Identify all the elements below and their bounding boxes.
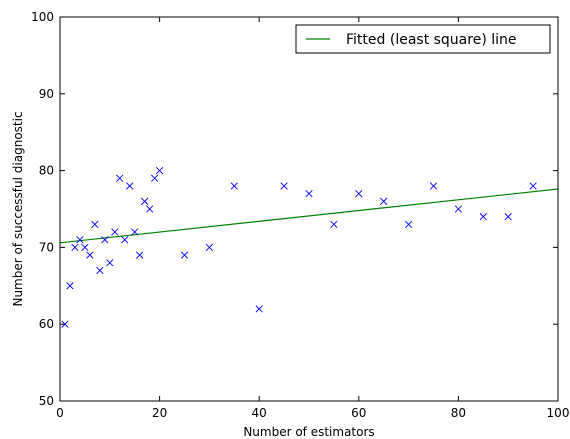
fitted-line: [59, 188, 559, 244]
y-tick-label: 50: [39, 394, 54, 408]
data-point: [205, 243, 214, 252]
data-point: [380, 197, 388, 205]
data-point: [91, 220, 99, 228]
data-point: [71, 243, 79, 252]
x-tick-label: 80: [451, 406, 466, 420]
data-point: [111, 228, 119, 236]
y-axis-label: Number of successful diagnostic: [11, 111, 25, 306]
y-tick-label: 100: [31, 10, 54, 24]
data-point: [151, 174, 159, 182]
data-point: [131, 228, 139, 236]
data-point: [86, 251, 94, 259]
x-tick-label: 20: [152, 406, 167, 420]
data-point: [429, 182, 438, 190]
data-point: [255, 305, 263, 313]
legend: Fitted (least square) line: [295, 24, 551, 54]
y-tick-label: 80: [39, 164, 54, 178]
data-point: [101, 236, 109, 244]
data-point: [76, 236, 84, 244]
data-point: [136, 251, 144, 259]
y-axis-ticks: 50 60 70 80 90 100: [31, 10, 558, 408]
data-point: [155, 166, 164, 175]
data-point: [504, 213, 512, 221]
x-axis-label: Number of estimators: [243, 425, 374, 439]
y-tick-label: 90: [39, 87, 54, 101]
x-tick-label: 100: [547, 406, 570, 420]
data-point: [81, 243, 89, 252]
data-point: [126, 182, 134, 190]
x-axis-ticks: 0 20 40 60 80 100: [56, 17, 569, 420]
data-point: [280, 182, 288, 190]
y-tick-label: 60: [39, 317, 54, 331]
axes-frame: [59, 16, 559, 402]
data-point: [230, 182, 238, 190]
plot-area: [59, 16, 559, 402]
y-tick-label: 70: [39, 240, 54, 254]
data-point: [454, 205, 463, 213]
data-point: [180, 251, 189, 259]
data-point: [146, 205, 154, 213]
data-point: [121, 236, 129, 244]
data-point: [66, 282, 74, 290]
x-tick-label: 0: [56, 406, 64, 420]
data-point: [305, 190, 313, 198]
data-point: [330, 220, 338, 228]
legend-label: Fitted (least square) line: [346, 32, 517, 48]
x-tick-label: 60: [351, 406, 366, 420]
data-point: [404, 220, 413, 228]
data-point: [479, 213, 487, 221]
data-point: [106, 259, 114, 267]
data-point: [355, 190, 363, 198]
data-point: [116, 174, 124, 182]
x-tick-label: 40: [252, 406, 267, 420]
data-point: [141, 197, 149, 205]
data-point: [96, 266, 104, 275]
legend-box: [295, 24, 551, 54]
data-point: [529, 182, 537, 190]
